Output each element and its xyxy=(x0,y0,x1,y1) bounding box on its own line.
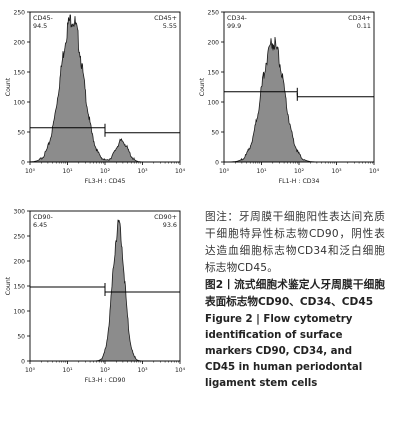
histogram-panel-cd90: 0 50 100 150 200 250 300 10⁰ 10¹ 10² 10³ 10⁴ FL3-H :… xyxy=(2,203,192,399)
gate-left-value: 6.45 xyxy=(33,221,47,229)
x-tick-label: 10² xyxy=(100,367,111,374)
caption-zh-title: 图2丨流式细胞术鉴定人牙周膜干细胞表面标志物CD90、CD34、CD45 xyxy=(205,279,385,308)
x-tick-label: 10¹ xyxy=(62,168,73,175)
x-tick-label: 10⁰ xyxy=(25,168,36,175)
gate-right-label: CD45+ xyxy=(154,14,177,22)
histogram-cd90: 0 50 100 150 200 250 300 10⁰ 10¹ 10² 10³ 10⁴ FL3-H :… xyxy=(5,209,186,385)
y-tick-label: 200 xyxy=(14,40,26,47)
histogram-cd45: 0 50 100 150 200 250 10⁰ 10¹ 10² 10³ 10⁴ FL3-H : CD… xyxy=(5,10,186,186)
y-tick-label: 150 xyxy=(208,70,220,77)
gate-left-label: CD34- xyxy=(227,14,247,22)
x-tick-label: 10⁴ xyxy=(175,168,186,175)
y-tick-label: 250 xyxy=(14,10,26,17)
gate-left-label: CD45- xyxy=(33,14,53,22)
x-tick-label: 10² xyxy=(294,168,305,175)
y-tick-label: 0 xyxy=(21,359,25,366)
x-tick-label: 10³ xyxy=(137,168,148,175)
histogram-area xyxy=(224,36,374,163)
plot-frame xyxy=(223,11,375,163)
y-tick-label: 100 xyxy=(14,309,26,316)
y-tick-label: 200 xyxy=(14,259,26,266)
x-tick-label: 10² xyxy=(100,168,111,175)
x-tick-label: 10⁰ xyxy=(25,367,36,374)
gate-left-label: CD90- xyxy=(33,213,53,221)
x-tick-label: 10¹ xyxy=(62,367,73,374)
gate-left-value: 99.9 xyxy=(227,22,241,30)
y-axis-label: Count xyxy=(199,77,206,96)
x-axis-label: FL3-H : CD90 xyxy=(85,377,126,384)
histogram-panel-cd34: 0 50 100 150 200 250 10⁰ 10¹ 10² 10³ 10⁴ FL1-H : CD… xyxy=(196,4,386,200)
gate-left-value: 94.5 xyxy=(33,22,47,30)
x-axis-label: FL1-H : CD34 xyxy=(279,178,320,185)
x-tick-label: 10³ xyxy=(331,168,342,175)
histogram-cd34: 0 50 100 150 200 250 10⁰ 10¹ 10² 10³ 10⁴ FL1-H : CD… xyxy=(199,10,380,186)
caption-zh-description: 图注：牙周膜干细胞阳性表达间充质干细胞特异性标志物CD90，阴性表达造血细胞标志… xyxy=(205,211,385,274)
histogram-panel-cd45: 0 50 100 150 200 250 10⁰ 10¹ 10² 10³ 10⁴ FL3-H : CD… xyxy=(2,4,192,200)
histogram-area xyxy=(29,14,180,163)
caption-en-title: Figure 2 | Flow cytometry identification… xyxy=(205,314,363,389)
y-tick-label: 200 xyxy=(208,40,220,47)
x-tick-label: 10³ xyxy=(137,367,148,374)
gate-right-value: 93.6 xyxy=(163,221,177,229)
x-tick-label: 10⁰ xyxy=(219,168,230,175)
y-tick-label: 50 xyxy=(17,130,25,137)
y-tick-label: 100 xyxy=(14,100,26,107)
y-tick-label: 50 xyxy=(17,334,25,341)
gate-right-value: 5.55 xyxy=(163,22,177,30)
y-tick-label: 50 xyxy=(211,130,219,137)
y-tick-label: 150 xyxy=(14,284,26,291)
y-tick-label: 150 xyxy=(14,70,26,77)
y-axis-label: Count xyxy=(5,77,12,96)
gate-right-label: CD90+ xyxy=(154,213,177,221)
y-tick-label: 300 xyxy=(14,209,26,216)
x-axis-label: FL3-H : CD45 xyxy=(85,178,126,185)
x-tick-label: 10⁴ xyxy=(369,168,380,175)
gate-right-value: 0.11 xyxy=(357,22,371,30)
y-tick-label: 250 xyxy=(14,234,26,241)
y-tick-label: 250 xyxy=(208,10,220,17)
y-tick-label: 0 xyxy=(21,160,25,167)
figure-caption: 图注：牙周膜干细胞阳性表达间充质干细胞特异性标志物CD90，阴性表达造血细胞标志… xyxy=(205,209,385,392)
x-tick-label: 10¹ xyxy=(256,168,267,175)
y-axis-label: Count xyxy=(5,276,12,295)
gate-right-label: CD34+ xyxy=(348,14,371,22)
y-tick-label: 100 xyxy=(208,100,220,107)
y-tick-label: 0 xyxy=(215,160,219,167)
x-tick-label: 10⁴ xyxy=(175,367,186,374)
